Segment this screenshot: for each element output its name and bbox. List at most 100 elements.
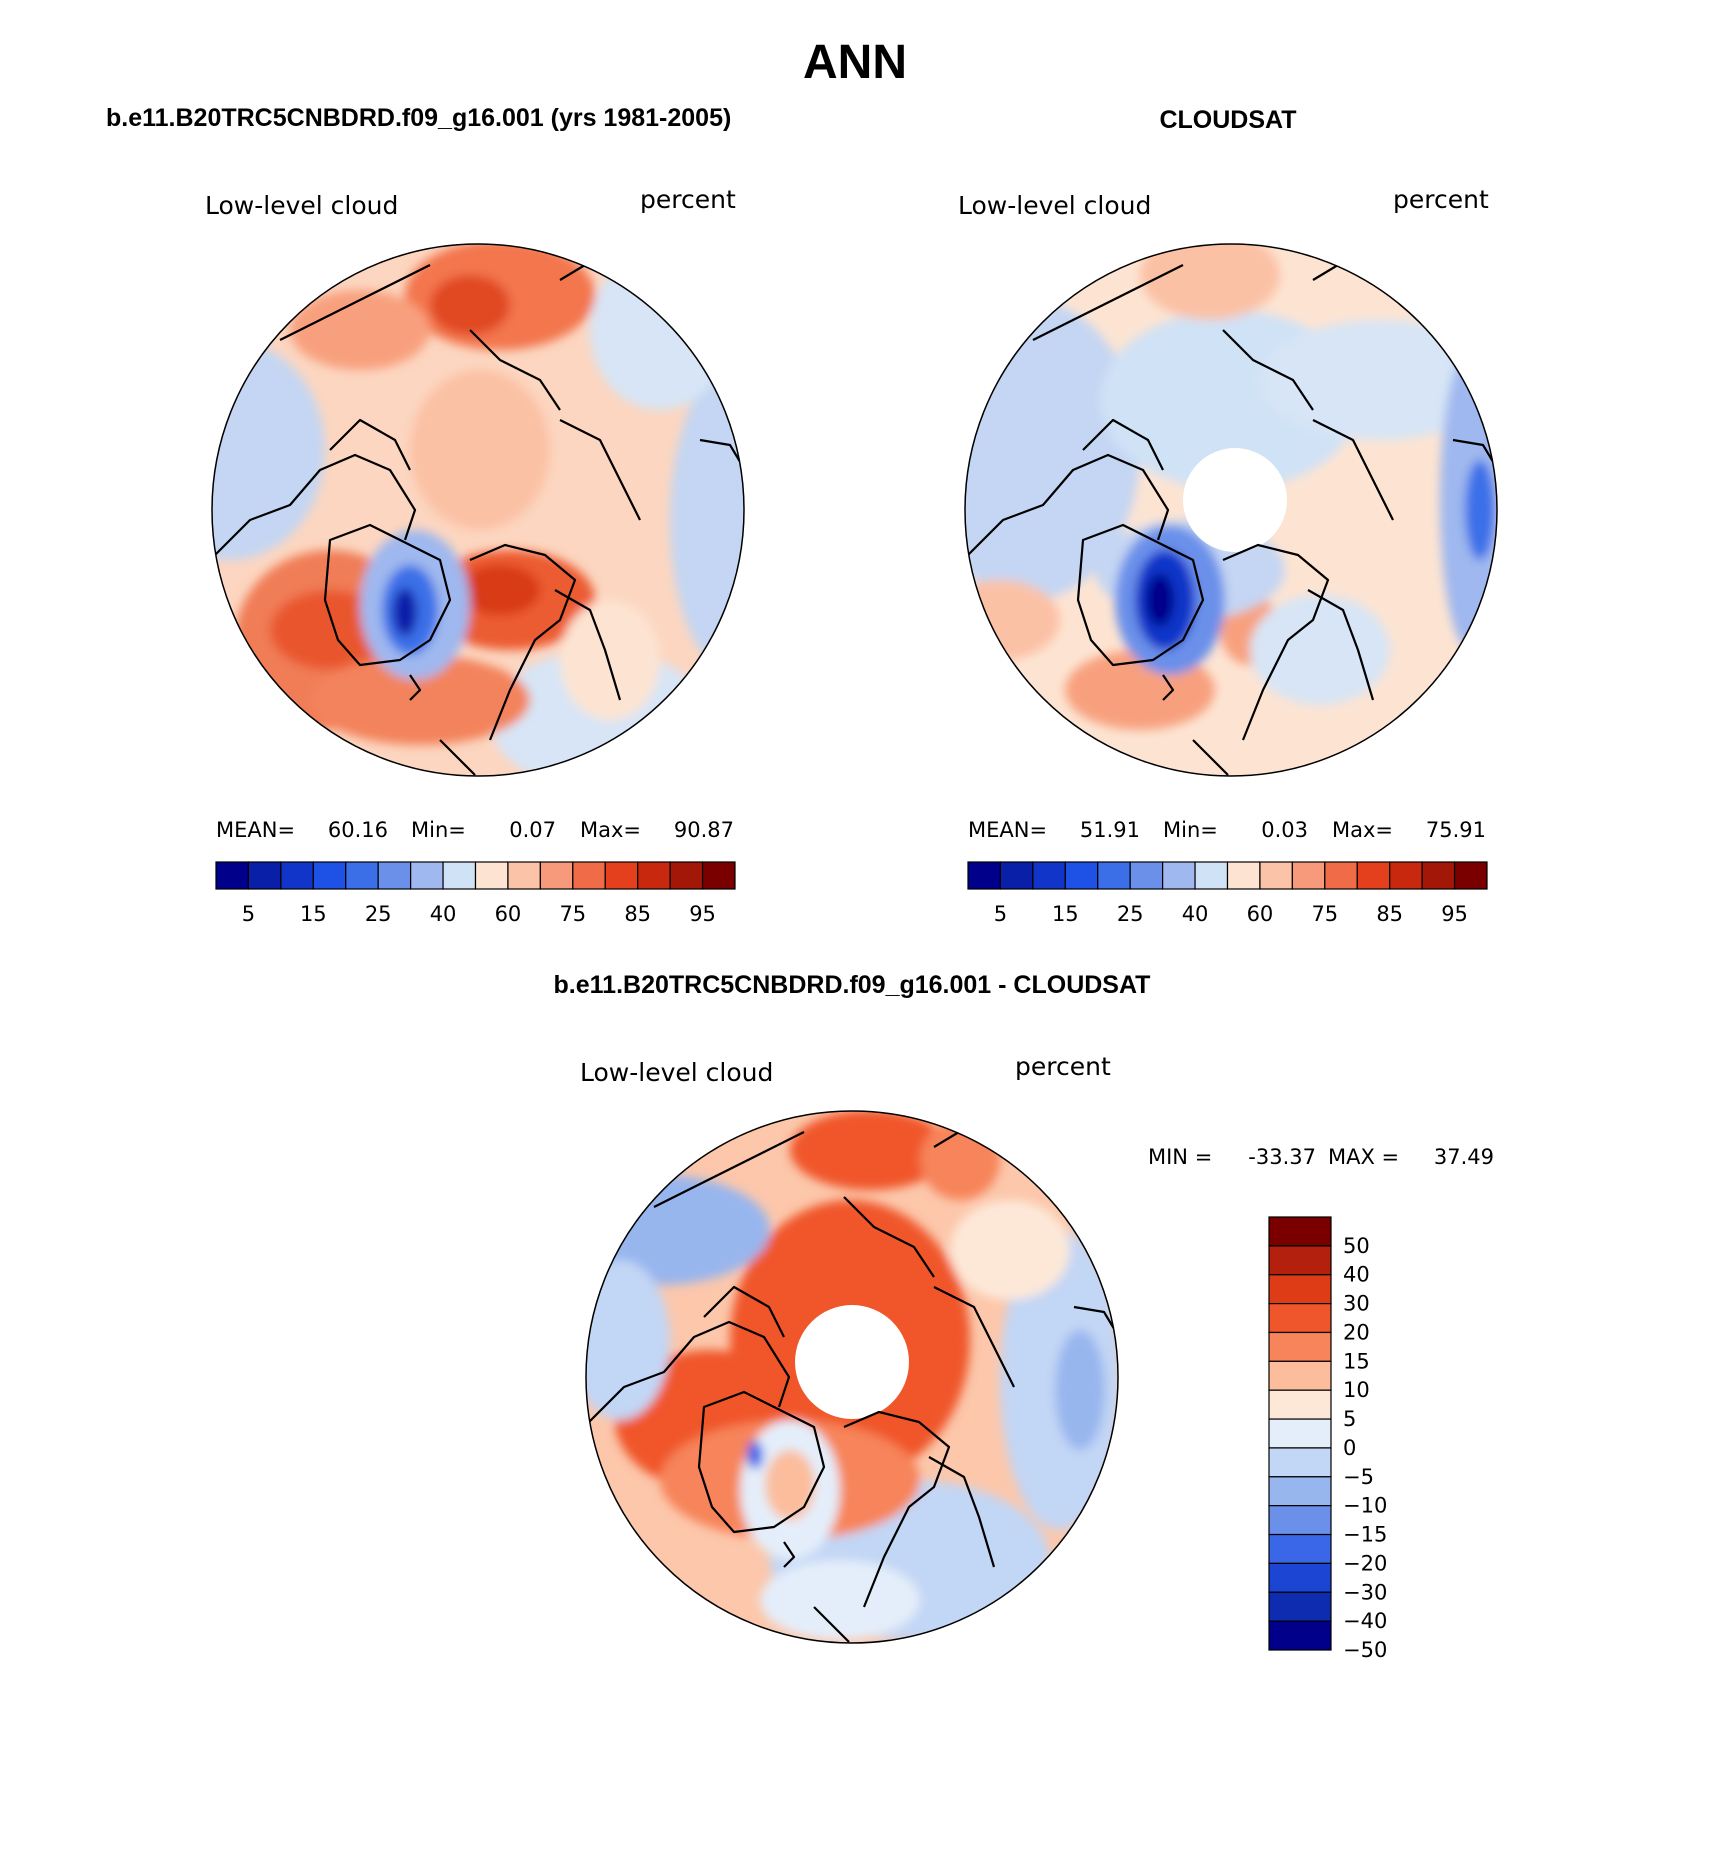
model-colorbar: 5 15 25 40 60 75 85 95: [215, 861, 736, 926]
obs-colorbar-tick-label: 15: [1052, 902, 1079, 926]
model-colorbar-swatch: [215, 861, 250, 890]
obs-colorbar-swatch: [1226, 861, 1261, 890]
obs-colorbar-tick-label: 95: [1441, 902, 1468, 926]
difference-map: [586, 1111, 1118, 1643]
difference-colorbar-tick-label: 5: [1343, 1407, 1356, 1431]
model-colorbar-swatch: [377, 861, 412, 890]
difference-colorbar-tick-label: −30: [1343, 1580, 1387, 1604]
difference-colorbar-swatch: [1268, 1476, 1332, 1507]
model-mean-value: 60.16: [328, 818, 388, 842]
difference-panel-header: b.e11.B20TRC5CNBDRD.f09_g16.001 - CLOUDS…: [554, 971, 1151, 999]
difference-units-label: percent: [1015, 1052, 1111, 1081]
obs-colorbar-swatch: [967, 861, 1002, 890]
obs-colorbar-swatch: [1291, 861, 1326, 890]
obs-colorbar-swatch: [1453, 861, 1488, 890]
difference-colorbar-swatch: [1268, 1447, 1332, 1478]
difference-variable-label: Low-level cloud: [580, 1058, 773, 1087]
obs-max-value: 75.91: [1426, 818, 1486, 842]
difference-colorbar-tick-label: 50: [1343, 1234, 1370, 1258]
obs-colorbar-tick-label: 25: [1117, 902, 1144, 926]
difference-min-value: -33.37: [1248, 1145, 1316, 1169]
difference-colorbar-tick-label: −50: [1343, 1638, 1387, 1662]
model-colorbar-tick-label: 25: [365, 902, 392, 926]
model-colorbar-swatch: [507, 861, 541, 890]
model-colorbar-swatch: [345, 861, 379, 890]
model-max-label: Max=: [580, 818, 641, 842]
difference-colorbar-tick-label: 30: [1343, 1292, 1370, 1316]
difference-colorbar-tick-label: 20: [1343, 1320, 1370, 1344]
model-map: [212, 244, 744, 776]
model-panel: Low-level cloud percent: [205, 185, 745, 926]
model-colorbar-swatch: [410, 861, 444, 890]
model-colorbar-swatch: [312, 861, 347, 890]
difference-colorbar-swatch: [1268, 1274, 1332, 1305]
obs-colorbar-swatch: [1259, 861, 1293, 890]
obs-variable-label: Low-level cloud: [958, 191, 1151, 220]
difference-colorbar-tick-label: 40: [1343, 1263, 1370, 1287]
obs-colorbar-tick-label: 5: [994, 902, 1007, 926]
difference-colorbar-swatch: [1268, 1245, 1332, 1276]
model-colorbar-tick-label: 95: [689, 902, 716, 926]
model-colorbar-swatch: [539, 861, 574, 890]
obs-colorbar-swatch: [1194, 861, 1229, 890]
model-colorbar-tick-label: 75: [559, 902, 586, 926]
difference-colorbar-swatch: [1268, 1533, 1332, 1564]
obs-colorbar-swatch: [999, 861, 1034, 890]
obs-colorbar-swatch: [1162, 861, 1196, 890]
obs-stats: MEAN= 51.91 Min= 0.03 Max= 75.91: [968, 818, 1486, 842]
model-map-border: [211, 243, 745, 777]
obs-map-border: [964, 243, 1498, 777]
obs-colorbar-swatch: [1324, 861, 1358, 890]
difference-colorbar-tick-label: −5: [1343, 1465, 1374, 1489]
difference-stats: MIN = -33.37 MAX = 37.49: [1148, 1145, 1494, 1169]
difference-min-label: MIN =: [1148, 1145, 1212, 1169]
model-colorbar-swatch: [442, 861, 477, 890]
difference-colorbar-tick-label: −40: [1343, 1609, 1387, 1633]
obs-colorbar-tick-label: 40: [1182, 902, 1209, 926]
obs-colorbar-swatch: [1032, 861, 1066, 890]
difference-colorbar-swatch: [1268, 1216, 1332, 1247]
model-colorbar-tick-label: 60: [495, 902, 522, 926]
difference-colorbar-swatch: [1268, 1562, 1332, 1593]
obs-colorbar-swatch: [1389, 861, 1423, 890]
obs-panel-header: CLOUDSAT: [1159, 106, 1296, 134]
obs-colorbar-swatch: [1064, 861, 1099, 890]
difference-colorbar-swatch: [1268, 1389, 1332, 1420]
obs-min-value: 0.03: [1261, 818, 1308, 842]
difference-colorbar-swatch: [1268, 1331, 1332, 1362]
model-colorbar-tick-label: 85: [624, 902, 651, 926]
model-max-value: 90.87: [674, 818, 734, 842]
model-colorbar-swatch: [669, 861, 704, 890]
model-colorbar-swatch: [247, 861, 282, 890]
model-colorbar-swatch: [280, 861, 314, 890]
obs-colorbar: 5 15 25 40 60 75 85 95: [967, 861, 1488, 926]
model-colorbar-tick-label: 40: [430, 902, 457, 926]
difference-colorbar-tick-label: −10: [1343, 1494, 1387, 1518]
obs-units-label: percent: [1393, 185, 1489, 214]
model-colorbar-swatch: [701, 861, 736, 890]
model-min-label: Min=: [411, 818, 466, 842]
model-colorbar-swatch: [572, 861, 606, 890]
model-mean-label: MEAN=: [216, 818, 295, 842]
difference-max-value: 37.49: [1434, 1145, 1494, 1169]
difference-colorbar-swatch: [1268, 1302, 1332, 1334]
model-units-label: percent: [640, 185, 736, 214]
obs-colorbar-tick-label: 60: [1247, 902, 1274, 926]
model-colorbar-swatch: [474, 861, 509, 890]
model-colorbar-swatch: [637, 861, 671, 890]
obs-map: [965, 244, 1497, 776]
obs-max-label: Max=: [1332, 818, 1393, 842]
difference-colorbar-swatch: [1268, 1418, 1332, 1449]
model-variable-label: Low-level cloud: [205, 191, 398, 220]
model-min-value: 0.07: [509, 818, 556, 842]
obs-mean-label: MEAN=: [968, 818, 1047, 842]
difference-colorbar-swatch: [1268, 1591, 1332, 1622]
model-colorbar-tick-label: 5: [242, 902, 255, 926]
obs-colorbar-swatch: [1129, 861, 1164, 890]
model-panel-header: b.e11.B20TRC5CNBDRD.f09_g16.001 (yrs 198…: [106, 104, 731, 132]
obs-min-label: Min=: [1163, 818, 1218, 842]
obs-colorbar-tick-label: 75: [1311, 902, 1338, 926]
difference-colorbar-swatch: [1268, 1620, 1332, 1651]
